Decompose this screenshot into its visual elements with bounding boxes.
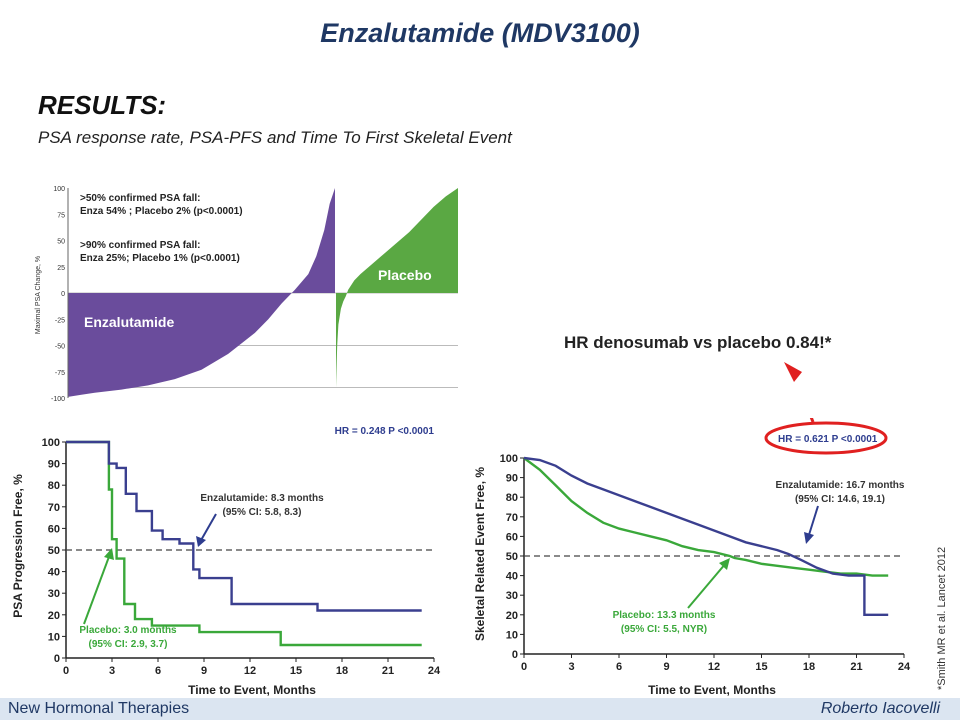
skeletal-x-axis-label: Time to Event, Months <box>648 683 776 697</box>
waterfall-y-axis-label: Maximal PSA Change, % <box>35 256 42 334</box>
psa-pfs-y-tick-label: 50 <box>48 545 60 557</box>
psa-pfs-background <box>4 418 456 698</box>
psa-pfs-x-tick-label: 24 <box>428 665 441 677</box>
psa-pfs-placebo-label-line-2: (95% CI: 2.9, 3.7) <box>89 639 168 650</box>
psa-pfs-x-axis-label: Time to Event, Months <box>188 683 316 697</box>
waterfall-chart: -100 -75 -50 -25 0 25 50 75 100 Maximal PSA Chan… <box>30 180 460 408</box>
slide-title: Enzalutamide (MDV3100) <box>320 18 640 48</box>
waterfall-y-tick-label: -75 <box>55 370 65 377</box>
skeletal-y-tick-label: 90 <box>506 473 518 485</box>
psa-pfs-y-tick-label: 0 <box>54 653 60 665</box>
waterfall-enzalutamide-bars <box>68 188 335 397</box>
waterfall-y-tick-label: -100 <box>51 396 65 403</box>
psa-pfs-y-tick-label: 80 <box>48 480 60 492</box>
skeletal-y-tick-label: 100 <box>500 453 518 465</box>
psa-pfs-y-tick-label: 70 <box>48 502 60 514</box>
psa-pfs-x-tick-label: 0 <box>63 665 69 677</box>
skeletal-y-tick-label: 50 <box>506 551 518 563</box>
skeletal-x-tick-label: 0 <box>521 661 527 673</box>
psa-pfs-placebo-arrow <box>83 553 111 625</box>
skeletal-enza-label-line-2: (95% CI: 14.6, 19.1) <box>795 494 885 505</box>
skeletal-x-tick-label: 9 <box>663 661 669 673</box>
skeletal-event-chart: 0 10 20 30 40 50 60 70 80 90 100 0 3 6 9 12 15 18 21 24 HR … <box>468 418 928 698</box>
skeletal-y-tick-label: 40 <box>506 571 518 583</box>
waterfall-y-tick-label: -50 <box>55 344 65 351</box>
psa-pfs-y-tick-label: 60 <box>48 523 60 535</box>
psa-pfs-y-axis-label: PSA Progression Free, % <box>11 474 25 618</box>
psa-pfs-y-tick-label: 40 <box>48 567 60 579</box>
skeletal-enza-label-line-1: Enzalutamide: 16.7 months <box>776 480 905 491</box>
skeletal-background <box>468 418 928 698</box>
skeletal-hr-highlight-circle <box>764 421 888 455</box>
psa-pfs-enza-arrow <box>199 513 217 543</box>
waterfall-y-tick-label: 25 <box>57 265 65 272</box>
skeletal-y-tick-label: 0 <box>512 649 518 661</box>
psa-pfs-y-tick-label: 100 <box>42 437 60 449</box>
psa-pfs-y-tick-label: 20 <box>48 610 60 622</box>
psa-pfs-placebo-arrowhead <box>104 548 114 560</box>
hr-red-arrowhead-shape <box>784 362 802 382</box>
skeletal-x-tick-label: 18 <box>803 661 815 673</box>
slide-subtitle: PSA response rate, PSA-PFS and Time To F… <box>38 128 512 147</box>
skeletal-enza-arrow <box>807 505 819 539</box>
skeletal-y-tick-label: 10 <box>506 629 518 641</box>
waterfall-annotation-1-line-2: Enza 54% ; Placebo 2% (p<0.0001) <box>80 206 243 217</box>
footer-right-text: Roberto Iacovelli <box>820 700 940 717</box>
waterfall-y-tick-label: 100 <box>53 186 65 193</box>
skeletal-placebo-arrowhead <box>719 558 730 570</box>
psa-pfs-enzalutamide-curve <box>66 440 422 612</box>
skeletal-x-tick-label: 3 <box>568 661 574 673</box>
psa-pfs-y-tick-label: 90 <box>48 459 60 471</box>
waterfall-annotation-1-line-1: >50% confirmed PSA fall: <box>80 193 201 204</box>
psa-pfs-x-tick-label: 18 <box>336 665 348 677</box>
skeletal-x-tick-label: 21 <box>850 661 862 673</box>
psa-pfs-hr-label: HR = 0.248 P <0.0001 <box>335 426 435 437</box>
psa-pfs-x-tick-label: 15 <box>290 665 302 677</box>
psa-pfs-enza-label-line-1: Enzalutamide: 8.3 months <box>200 493 324 504</box>
waterfall-y-tick-label: 0 <box>61 291 65 298</box>
skeletal-placebo-label-line-1: Placebo: 13.3 months <box>613 610 716 621</box>
skeletal-enzalutamide-curve <box>523 456 889 617</box>
psa-pfs-x-tick-label: 12 <box>244 665 256 677</box>
psa-pfs-enza-label-line-2: (95% CI: 5.8, 8.3) <box>223 507 302 518</box>
footer-left-text: New Hormonal Therapies <box>8 700 190 717</box>
psa-pfs-placebo-label-line-1: Placebo: 3.0 months <box>79 625 177 636</box>
results-heading: RESULTS: <box>38 90 167 120</box>
waterfall-y-tick-label: 75 <box>57 212 65 219</box>
waterfall-annotation-2-line-1: >90% confirmed PSA fall: <box>80 240 201 251</box>
psa-pfs-y-tick-label: 10 <box>48 631 60 643</box>
skeletal-y-tick-label: 20 <box>506 610 518 622</box>
psa-pfs-x-tick-label: 6 <box>155 665 161 677</box>
psa-pfs-chart: 0 10 20 30 40 50 60 70 80 90 100 0 3 6 9 12 15 18 21 24 HR … <box>4 418 456 698</box>
skeletal-y-tick-label: 80 <box>506 492 518 504</box>
psa-pfs-x-tick-label: 3 <box>109 665 115 677</box>
psa-pfs-placebo-curve <box>66 440 422 647</box>
skeletal-x-tick-label: 15 <box>755 661 767 673</box>
skeletal-enza-arrowhead <box>804 532 814 544</box>
footer-bar: New Hormonal Therapies Roberto Iacovelli <box>0 698 960 720</box>
skeletal-placebo-arrow <box>687 562 727 609</box>
waterfall-series-label-placebo: Placebo <box>378 267 432 283</box>
waterfall-annotation-2-line-2: Enza 25%; Placebo 1% (p<0.0001) <box>80 253 240 264</box>
skeletal-y-tick-label: 30 <box>506 590 518 602</box>
skeletal-placebo-label-line-2: (95% CI: 5.5, NYR) <box>621 624 707 635</box>
skeletal-y-axis-label: Skeletal Related Event Free, % <box>473 467 487 641</box>
skeletal-x-tick-label: 6 <box>616 661 622 673</box>
citation: *Smith MR et al. Lancet 2012 <box>936 546 948 690</box>
skeletal-y-tick-label: 60 <box>506 531 518 543</box>
waterfall-y-tick-label: 50 <box>57 239 65 246</box>
skeletal-hr-label: HR = 0.621 P <0.0001 <box>778 434 878 445</box>
skeletal-x-tick-label: 12 <box>708 661 720 673</box>
waterfall-y-tick-label: -25 <box>55 317 65 324</box>
skeletal-x-tick-label: 24 <box>898 661 911 673</box>
hr-denosumab-note: HR denosumab vs placebo 0.84!* <box>564 333 832 352</box>
psa-pfs-x-tick-label: 21 <box>382 665 394 677</box>
psa-pfs-y-tick-label: 30 <box>48 588 60 600</box>
skeletal-y-tick-label: 70 <box>506 512 518 524</box>
hr-red-arrowhead <box>784 362 802 382</box>
psa-pfs-x-tick-label: 9 <box>201 665 207 677</box>
psa-pfs-enza-arrowhead <box>196 536 206 547</box>
waterfall-series-label-enzalutamide: Enzalutamide <box>84 314 174 330</box>
waterfall-placebo-bars <box>336 188 458 388</box>
